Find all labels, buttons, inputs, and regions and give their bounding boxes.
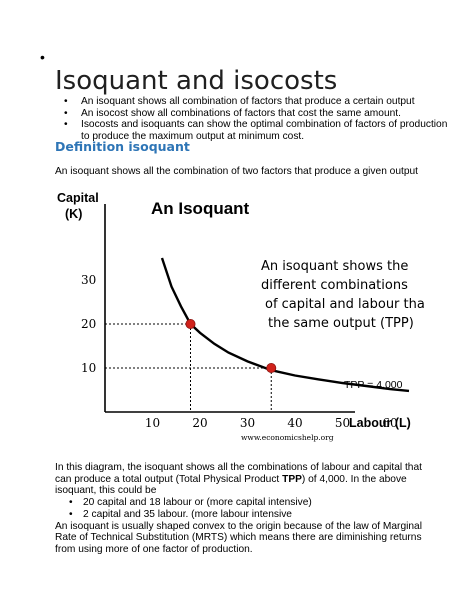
x-tick-label-20: 20 — [192, 416, 207, 430]
guide-lines — [105, 323, 272, 412]
credit-text: www.economicshelp.org — [241, 433, 334, 442]
y-tick-label-10: 10 — [81, 361, 96, 375]
definition-text: An isoquant shows all the combination of… — [55, 166, 419, 177]
isoquant-chart: Capital (K) An Isoquant An isoquant show… — [57, 191, 425, 442]
explanation-bold-tpp: TPP — [282, 473, 302, 485]
explanation-paragraph: In this diagram, the isoquant shows all … — [55, 462, 435, 497]
example-list: 20 capital and 18 labour or (more capita… — [55, 497, 435, 520]
x-axis-label: Labour (L) — [349, 416, 411, 430]
x-tick-label-10: 10 — [145, 416, 160, 430]
explanation-block: In this diagram, the isoquant shows all … — [55, 462, 435, 556]
annotation-line-3: of capital and labour that give — [265, 297, 425, 312]
x-tick-label-40: 40 — [287, 416, 302, 430]
isoquant-curve — [160, 257, 410, 393]
annotation-line-4: the same output (TPP) — [268, 316, 414, 331]
convexity-paragraph: An isoquant is usually shaped convex to … — [55, 520, 422, 555]
example-item-1: 20 capital and 18 labour or (more capita… — [55, 497, 435, 509]
explanation-part-1: In this diagram, the isoquant shows all … — [55, 462, 422, 485]
intro-bullet-isocost: An isocost show all combinations of fact… — [55, 108, 455, 120]
annotation-block: An isoquant shows the different combinat… — [261, 259, 425, 331]
y-tick-label-30: 30 — [81, 273, 96, 287]
y-axis-label-line1: Capital — [57, 191, 99, 205]
annotation-line-2: different combinations — [261, 278, 408, 293]
y-tick-label-20: 20 — [81, 317, 96, 331]
axis-ticks: 10 20 30 40 50 60 10 20 30 — [81, 273, 398, 430]
example-item-2: 2 capital and 35 labour. (more labour in… — [55, 509, 435, 521]
x-tick-label-50: 50 — [335, 416, 350, 430]
explanation-part-2: ) of 4,000. In the above isoquant, this … — [55, 473, 407, 497]
section-heading: Definition isoquant — [55, 139, 190, 154]
chart-title: An Isoquant — [151, 199, 250, 218]
x-tick-label-60: 60 — [382, 416, 397, 430]
stray-bullet: • — [40, 49, 45, 65]
x-tick-label-30: 30 — [240, 416, 255, 430]
intro-bullet-isoquant: An isoquant shows all combination of fac… — [55, 96, 455, 108]
highlighted-points — [185, 318, 277, 373]
intro-bullet-optimal: Isocosts and isoquants can show the opti… — [55, 119, 455, 142]
curve-label: TPP = 4,000 — [344, 379, 403, 391]
page-title: Isoquant and isocosts — [55, 66, 338, 96]
y-axis-label-line2: (K) — [65, 207, 82, 221]
intro-bullet-list: An isoquant shows all combination of fac… — [55, 96, 455, 142]
highlight-point-1 — [185, 318, 196, 329]
annotation-line-1: An isoquant shows the — [261, 259, 408, 274]
highlight-point-2 — [266, 362, 277, 373]
